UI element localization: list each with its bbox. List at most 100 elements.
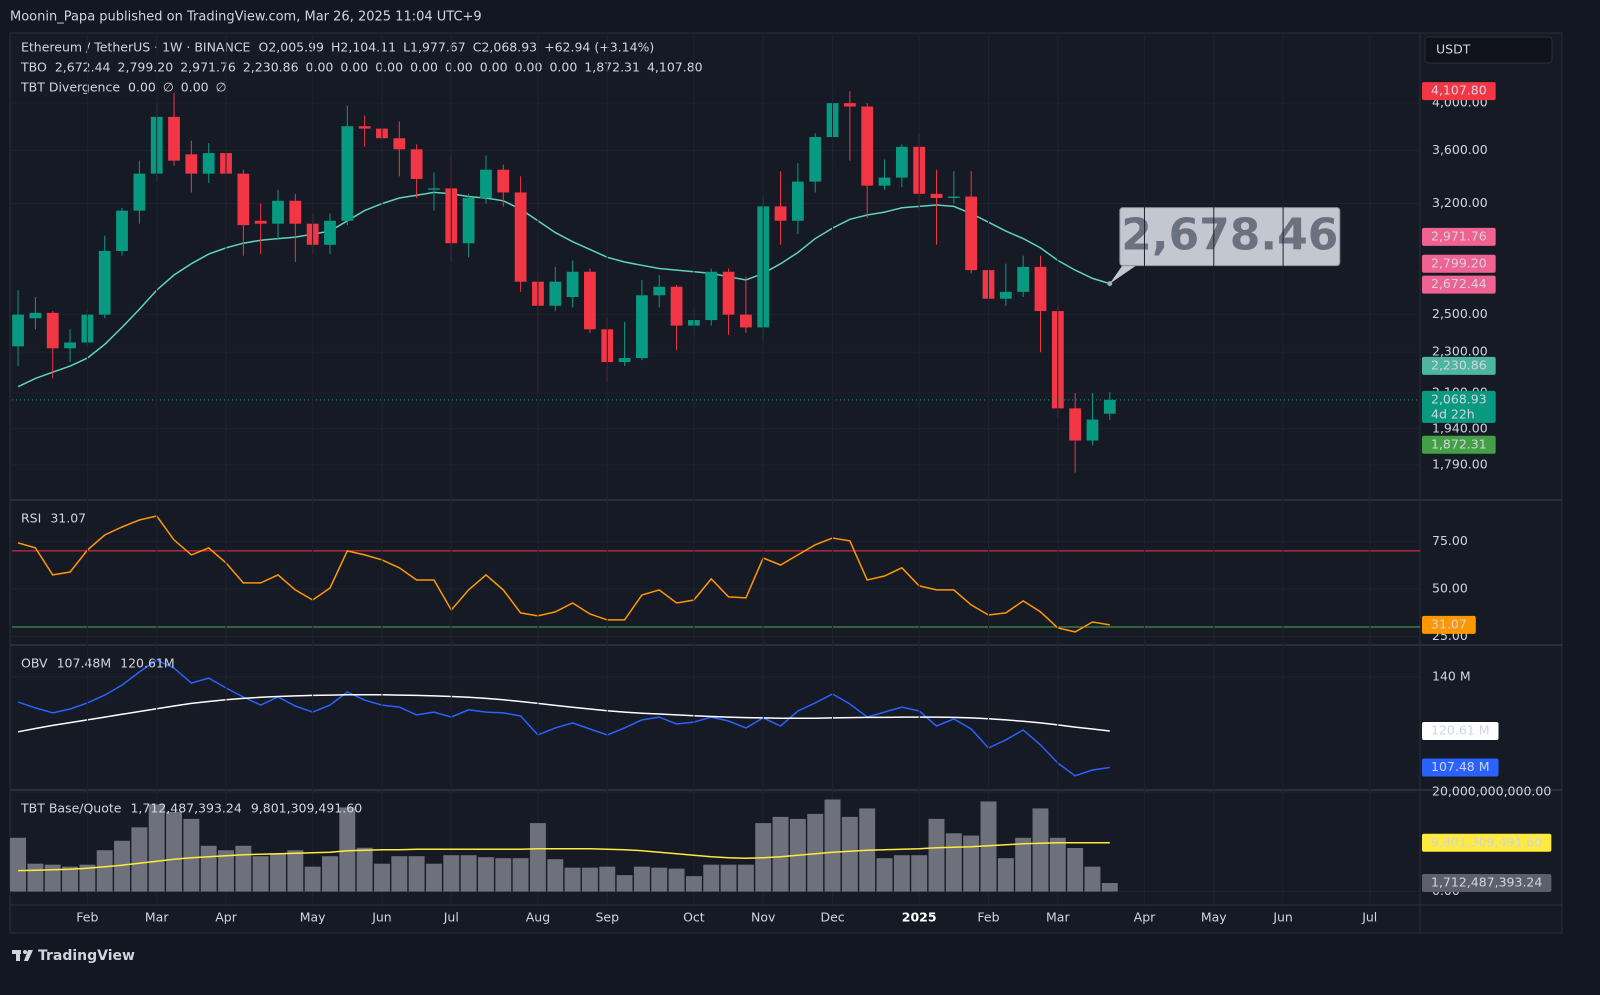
pane-title: OBV	[21, 656, 48, 671]
price-tag-label: 107.48 M	[1431, 759, 1490, 774]
candle-body	[1069, 408, 1082, 441]
candle-body	[393, 138, 406, 150]
x-tick-label: Dec	[820, 910, 844, 925]
y-tick-label: 3,600.00	[1432, 142, 1488, 157]
indicator-value: 2,230.86	[243, 60, 299, 75]
y-tick-label: 50.00	[1432, 580, 1468, 595]
candle-body	[653, 286, 666, 296]
candle-body	[410, 149, 423, 179]
candle-body	[705, 271, 718, 321]
price-tag: 2,971.76	[1422, 227, 1496, 246]
price-tag-bg	[1422, 227, 1496, 246]
candle-body	[462, 197, 475, 244]
callout-label: 2,678.46	[1121, 210, 1338, 261]
volume-bar	[27, 863, 44, 892]
indicator-value: 4,107.80	[647, 60, 703, 75]
currency-label[interactable]: USDT	[1436, 42, 1471, 57]
volume-bar	[218, 850, 234, 892]
price-tag-label: 4,107.80	[1431, 83, 1487, 98]
volume-bar	[374, 863, 390, 892]
ohlc-value: 1,977.67	[410, 40, 466, 55]
volume-bar	[96, 850, 113, 892]
price-tag-label: 1,872.31	[1431, 436, 1487, 451]
candle-body	[618, 358, 631, 363]
volume-bar	[1101, 883, 1118, 892]
price-tag-bg	[1422, 435, 1496, 454]
volume-bar	[270, 853, 286, 892]
ohlc-key: O	[258, 40, 268, 55]
candle-body	[740, 314, 752, 328]
price-tag: 9,801,309,491.60	[1422, 833, 1552, 852]
indicator-value: 0.00	[410, 60, 438, 75]
indicator-name: TBO	[20, 60, 47, 75]
candle-body	[358, 126, 371, 129]
pane-title: TBT Base/Quote	[20, 801, 122, 816]
volume-bar	[703, 864, 720, 892]
candle-body	[670, 286, 683, 326]
volume-bar	[581, 867, 598, 892]
logo-part	[23, 950, 27, 954]
price-tag: 107.48 M	[1422, 758, 1499, 777]
price-tag: 1,712,487,393.24	[1422, 874, 1552, 893]
price-tag-bg	[1422, 390, 1496, 423]
pane-title: RSI	[21, 511, 41, 526]
indicator-value: 0.00	[181, 80, 209, 95]
indicator-value: 2,971.76	[180, 60, 236, 75]
x-tick-label: Nov	[751, 910, 776, 925]
candle-body	[116, 210, 128, 251]
price-tag-label: 9,801,309,491.60	[1431, 834, 1542, 849]
x-tick-label: May	[300, 910, 326, 925]
volume-bar	[114, 840, 131, 892]
price-tag: 2,230.86	[1422, 356, 1496, 375]
y-tick-label: 75.00	[1432, 533, 1468, 548]
x-tick-label: 2025	[902, 910, 937, 925]
line-series	[18, 842, 1110, 872]
x-tick-label: Feb	[76, 910, 98, 925]
volume-bar	[928, 818, 945, 892]
candle-body	[999, 291, 1012, 299]
volume-bar	[425, 863, 442, 892]
price-tag-countdown: 4d 22h	[1431, 406, 1475, 421]
volume-bar	[893, 855, 910, 892]
candle-body	[791, 181, 804, 221]
candle-body	[843, 103, 856, 107]
volume-bar	[564, 867, 581, 892]
currency-box[interactable]	[1424, 36, 1553, 64]
price-tag-label: 31.07	[1431, 616, 1467, 631]
candle-body	[930, 193, 943, 198]
price-tag-label: 2,799.20	[1431, 255, 1487, 270]
price-tag: 2,672.44	[1422, 275, 1496, 294]
candle-body	[965, 196, 978, 271]
legend-value: 31.07	[50, 511, 86, 526]
candle-body	[133, 173, 146, 211]
candle-body	[272, 200, 284, 224]
candle-body	[324, 220, 336, 245]
price-tag-label: 120.61 M	[1431, 722, 1490, 737]
candle-body	[1017, 266, 1030, 292]
candle-body	[1086, 419, 1099, 441]
volume-bar	[166, 811, 182, 892]
x-tick-label: Aug	[526, 910, 550, 925]
volume-bar	[633, 866, 650, 892]
candle-body	[774, 206, 787, 221]
volume-bar	[945, 833, 962, 892]
volume-bar	[963, 835, 980, 892]
price-tag: 1,872.31	[1422, 435, 1496, 454]
price-tag-label: 2,230.86	[1431, 357, 1487, 372]
volume-bar	[183, 818, 200, 892]
volume-bar	[10, 837, 27, 892]
candle-body	[29, 312, 42, 319]
tradingview-logo	[12, 950, 33, 961]
price-tag-label: 2,672.44	[1431, 276, 1487, 291]
volume-bar	[287, 850, 304, 892]
candle-body	[98, 250, 111, 315]
candle-body	[1034, 266, 1047, 312]
logo-part	[24, 950, 33, 961]
ohlc-value: 2,005.99	[268, 40, 324, 55]
volume-bar	[1032, 808, 1049, 892]
indicator-value: 0.00	[480, 60, 508, 75]
x-tick-label: Apr	[1134, 910, 1156, 925]
candle-body	[947, 196, 960, 198]
